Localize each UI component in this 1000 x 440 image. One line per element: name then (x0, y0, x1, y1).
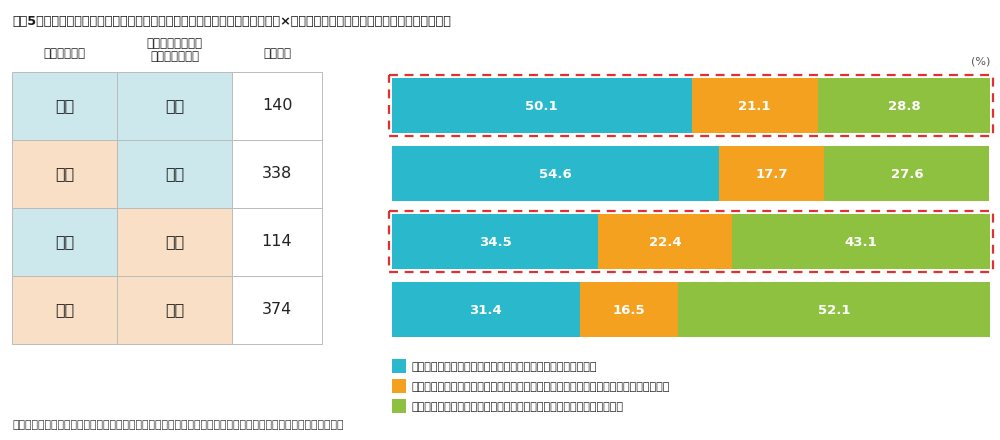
Bar (389, 212, 993, 272)
Bar (232, 208, 322, 276)
Text: 43.1: 43.1 (845, 235, 878, 249)
Text: なし: なし (165, 235, 184, 249)
Text: 回答者数: 回答者数 (263, 47, 291, 60)
Bar (232, 140, 322, 208)
Bar (117, 72, 232, 140)
Text: 住宅ローンの返済を完了した上で、家計上の余裕が出てきたら資産形成に回すつもりだ: 住宅ローンの返済を完了した上で、家計上の余裕が出てきたら資産形成に回すつもりだ (411, 382, 669, 392)
Text: 17.7: 17.7 (755, 168, 788, 180)
Text: ＊回答者：住宅ローン返済中の方　＊住宅ローンと資産形成の両立について：「この中にはひとつもない」は除く: ＊回答者：住宅ローン返済中の方 ＊住宅ローンと資産形成の両立について：「この中に… (12, 420, 344, 430)
Text: 34.5: 34.5 (479, 235, 512, 249)
Bar (392, 399, 406, 413)
Bar (392, 78, 692, 133)
Bar (392, 379, 406, 393)
Text: 16.5: 16.5 (613, 304, 645, 316)
Text: 住宅ローンの返済を優先しているので、資産形成への取り組みは難しい: 住宅ローンの返済を優先しているので、資産形成への取り組みは難しい (411, 402, 623, 412)
Text: (%): (%) (971, 57, 990, 67)
Bar (117, 276, 232, 344)
Bar (392, 147, 719, 202)
Bar (389, 76, 993, 136)
Bar (12, 208, 117, 276)
Bar (824, 147, 989, 202)
Text: なし: なし (55, 302, 74, 318)
Text: 374: 374 (262, 302, 292, 318)
Bar (818, 78, 990, 133)
Bar (12, 72, 117, 140)
Text: 21.1: 21.1 (738, 99, 771, 113)
Text: 52.1: 52.1 (818, 304, 850, 316)
Bar (692, 78, 818, 133)
Bar (117, 140, 232, 208)
Text: あり: あり (55, 235, 74, 249)
Text: 繰上返済経験: 繰上返済経験 (44, 47, 86, 60)
Text: あり: あり (165, 166, 184, 181)
Bar (732, 214, 990, 269)
Text: 資金計画の検討: 資金計画の検討 (150, 50, 199, 63)
Text: 住宅ローンの返済があるものの、資産形成には取り組んでいる: 住宅ローンの返済があるものの、資産形成には取り組んでいる (411, 362, 596, 372)
Bar (392, 359, 406, 373)
Bar (678, 282, 990, 337)
Bar (12, 276, 117, 344)
Bar (719, 147, 824, 202)
Text: 28.8: 28.8 (888, 99, 920, 113)
Text: 54.6: 54.6 (539, 168, 572, 180)
Text: 図表5　住宅ローン返済と資産形成の両立について（「繰上返済経験の有無」×「将来の生活設計・資金計画の検討有無」別）: 図表5 住宅ローン返済と資産形成の両立について（「繰上返済経験の有無」×「将来の… (12, 15, 451, 29)
Bar (232, 72, 322, 140)
Text: 将来の生活設計・: 将来の生活設計・ (146, 37, 202, 50)
Text: 114: 114 (262, 235, 292, 249)
Text: 140: 140 (262, 99, 292, 114)
Bar (598, 214, 732, 269)
Bar (117, 208, 232, 276)
Bar (392, 214, 598, 269)
Bar (232, 276, 322, 344)
Text: なし: なし (165, 302, 184, 318)
Bar (580, 282, 678, 337)
Bar (392, 282, 580, 337)
Text: 27.6: 27.6 (891, 168, 923, 180)
Text: なし: なし (55, 166, 74, 181)
Text: 50.1: 50.1 (525, 99, 558, 113)
Text: 338: 338 (262, 166, 292, 181)
Text: あり: あり (55, 99, 74, 114)
Text: あり: あり (165, 99, 184, 114)
Bar (12, 140, 117, 208)
Text: 31.4: 31.4 (470, 304, 502, 316)
Text: 22.4: 22.4 (649, 235, 682, 249)
